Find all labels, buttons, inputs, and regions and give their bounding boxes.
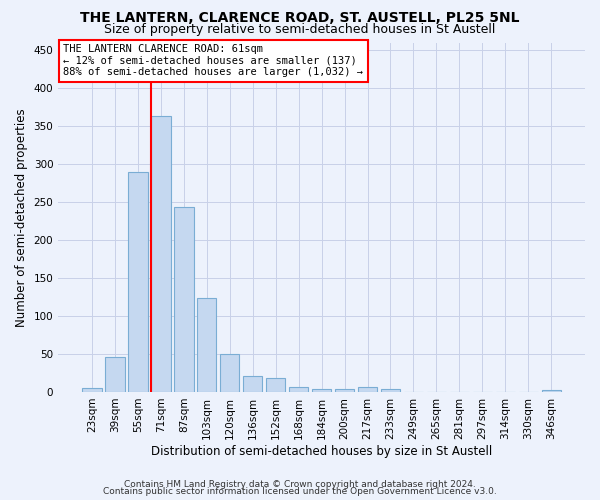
Bar	[381, 389, 400, 392]
Bar	[151, 116, 170, 392]
Text: Contains public sector information licensed under the Open Government Licence v3: Contains public sector information licen…	[103, 487, 497, 496]
Bar	[220, 354, 239, 392]
Bar	[542, 390, 561, 392]
Bar	[312, 389, 331, 392]
Text: THE LANTERN CLARENCE ROAD: 61sqm
← 12% of semi-detached houses are smaller (137): THE LANTERN CLARENCE ROAD: 61sqm ← 12% o…	[64, 44, 364, 78]
Text: THE LANTERN, CLARENCE ROAD, ST. AUSTELL, PL25 5NL: THE LANTERN, CLARENCE ROAD, ST. AUSTELL,…	[80, 11, 520, 25]
Bar	[266, 378, 286, 392]
Text: Size of property relative to semi-detached houses in St Austell: Size of property relative to semi-detach…	[104, 22, 496, 36]
Text: Contains HM Land Registry data © Crown copyright and database right 2024.: Contains HM Land Registry data © Crown c…	[124, 480, 476, 489]
Bar	[358, 388, 377, 392]
Bar	[243, 376, 262, 392]
Bar	[128, 172, 148, 392]
Bar	[197, 298, 217, 392]
Bar	[174, 206, 194, 392]
Y-axis label: Number of semi-detached properties: Number of semi-detached properties	[15, 108, 28, 326]
X-axis label: Distribution of semi-detached houses by size in St Austell: Distribution of semi-detached houses by …	[151, 444, 492, 458]
Bar	[335, 389, 355, 392]
Bar	[289, 386, 308, 392]
Bar	[82, 388, 101, 392]
Bar	[105, 357, 125, 392]
